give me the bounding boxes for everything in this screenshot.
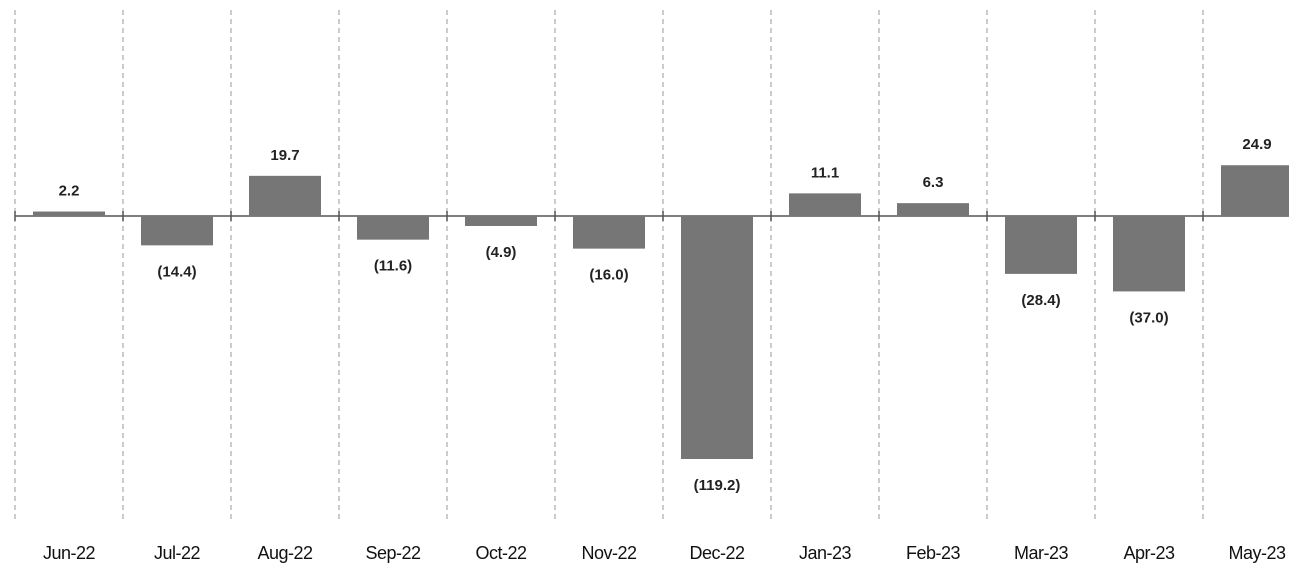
value-label: (28.4) — [1021, 292, 1060, 309]
value-label: (11.6) — [374, 258, 412, 275]
bar — [249, 175, 321, 216]
bar — [33, 211, 105, 216]
x-tick-label: Oct-22 — [475, 543, 527, 563]
x-tick-label: Sep-22 — [365, 543, 421, 563]
x-tick-label: Apr-23 — [1123, 543, 1175, 563]
bar — [1221, 165, 1289, 216]
bar — [681, 216, 753, 459]
x-tick-label: May-23 — [1228, 543, 1286, 563]
value-label: (119.2) — [694, 477, 741, 494]
bar — [897, 203, 969, 216]
value-label: (4.9) — [486, 244, 517, 261]
value-label: 2.2 — [59, 182, 80, 199]
x-tick-label: Feb-23 — [906, 543, 961, 563]
value-label: (37.0) — [1129, 309, 1168, 326]
x-tick-label: Jun-22 — [43, 543, 96, 563]
value-label: 19.7 — [270, 147, 299, 164]
x-tick-label: Jul-22 — [154, 543, 201, 563]
bar — [141, 216, 213, 246]
x-tick-label: Jan-23 — [799, 543, 852, 563]
bar — [573, 216, 645, 249]
x-tick-label: Mar-23 — [1014, 543, 1069, 563]
x-tick-label: Dec-22 — [689, 543, 745, 563]
value-label: 11.1 — [811, 164, 839, 181]
bar — [1005, 216, 1077, 274]
value-label: (14.4) — [157, 263, 196, 280]
bar — [465, 216, 537, 226]
value-label: (16.0) — [589, 267, 628, 284]
x-tick-label: Nov-22 — [581, 543, 637, 563]
bar — [1113, 216, 1185, 292]
x-tick-label: Aug-22 — [257, 543, 313, 563]
value-label: 6.3 — [923, 174, 944, 191]
bar — [357, 216, 429, 240]
value-label: 24.9 — [1242, 136, 1271, 153]
bar — [789, 193, 861, 216]
